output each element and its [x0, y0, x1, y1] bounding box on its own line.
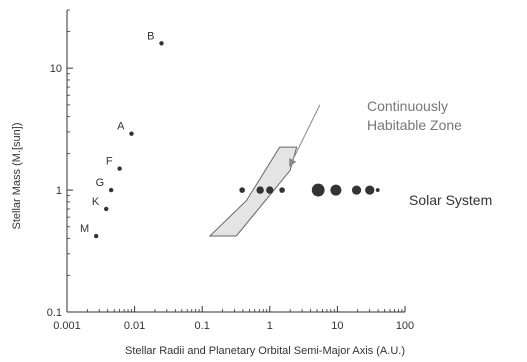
x-tick-label: 0.01: [124, 320, 145, 332]
habitable-zone-region: [208, 146, 298, 237]
star-point-a: [129, 131, 134, 136]
x-tick-label: 100: [396, 320, 414, 332]
star-point-f: [117, 166, 122, 171]
y-axis-label: Stellar Mass (M.[sun]): [11, 123, 23, 230]
x-tick-label: 1: [267, 320, 273, 332]
planet-point: [311, 183, 325, 197]
x-axis-label: Stellar Radii and Planetary Orbital Semi…: [125, 345, 405, 357]
x-tick-label: 0.1: [195, 320, 210, 332]
star-point-b: [159, 41, 164, 46]
solar-system-label: Solar System: [409, 192, 492, 208]
star-point-g: [108, 187, 114, 193]
planet-point: [330, 184, 342, 196]
habitable-zone-label-line1: Continuously: [367, 98, 448, 114]
planet-point: [375, 188, 380, 192]
habitable-zone-label-line2: Habitable Zone: [367, 117, 462, 133]
habitable-zone-arrow: [289, 104, 321, 167]
x-tick-label: 0.001: [53, 320, 81, 332]
star-label-k: K: [92, 196, 100, 208]
planet-point: [256, 186, 264, 194]
y-tick-label: 0.1: [47, 307, 62, 319]
star-point-m: [93, 233, 99, 239]
star-label-m: M: [80, 223, 89, 235]
planet-point: [365, 185, 375, 195]
star-point-k: [103, 206, 109, 212]
x-tick-label: 10: [331, 320, 343, 332]
planet-point: [239, 187, 245, 193]
y-tick-label: 10: [50, 63, 62, 75]
star-label-f: F: [106, 156, 113, 168]
planet-point: [266, 186, 274, 194]
planet-point: [351, 185, 362, 195]
y-tick-label: 1: [56, 185, 62, 197]
star-label-g: G: [96, 177, 105, 189]
star-label-b: B: [147, 30, 154, 42]
star-label-a: A: [117, 121, 125, 133]
planet-point: [279, 187, 285, 193]
